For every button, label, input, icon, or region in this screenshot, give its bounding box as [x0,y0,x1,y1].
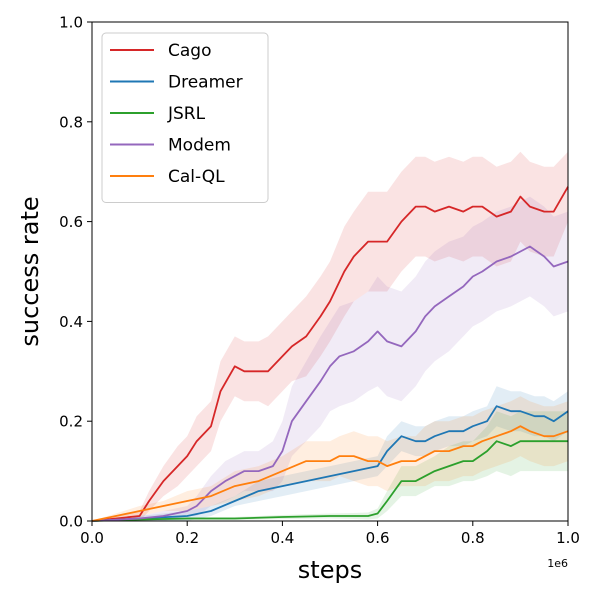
y-tick-label: 0.8 [59,113,83,131]
dreamer-line [91,405,569,522]
x-tick-label: 1.0 [556,529,580,547]
y-tick-label: 0.4 [59,313,83,331]
legend-label-cal-ql: Cal-QL [168,167,225,187]
modem-std-band [92,196,568,521]
x-tick-label: 0.2 [175,529,199,547]
x-tick-label: 0.0 [80,529,104,547]
x-axis-offset-label: 1e6 [547,557,568,570]
cago-std-band [92,151,568,521]
jsrl-line [91,440,568,522]
series-lines [91,186,569,522]
dreamer-std-band [92,386,568,521]
y-tick-label: 0.6 [59,213,83,231]
x-axis-label: steps [298,556,362,584]
legend-label-cago: Cago [168,41,211,61]
plot-frame [91,21,569,522]
legend-label-modem: Modem [168,136,231,156]
legend-label-dreamer: Dreamer [168,73,243,93]
std-bands [92,151,568,521]
y-tick-label: 0.2 [59,413,83,431]
x-axis-ticks: 0.0 0.2 0.4 0.6 0.8 1.0 [80,521,580,547]
y-tick-label: 1.0 [59,14,83,32]
cal-ql-line [91,425,569,522]
legend-box [101,32,269,203]
y-axis-label: success rate [16,196,44,346]
x-tick-label: 0.6 [366,529,390,547]
modem-line [91,245,569,522]
cal-ql-std-band [92,396,568,521]
x-tick-label: 0.4 [270,529,294,547]
x-tick-label: 0.8 [461,529,485,547]
cago-line [91,186,569,522]
jsrl-std-band [92,411,568,521]
legend: Cago Dreamer JSRL Modem Cal-QL [101,32,269,203]
legend-label-jsrl: JSRL [167,104,206,124]
y-axis-ticks: 0.0 0.2 0.4 0.6 0.8 1.0 [59,14,92,531]
y-tick-label: 0.0 [59,513,83,531]
